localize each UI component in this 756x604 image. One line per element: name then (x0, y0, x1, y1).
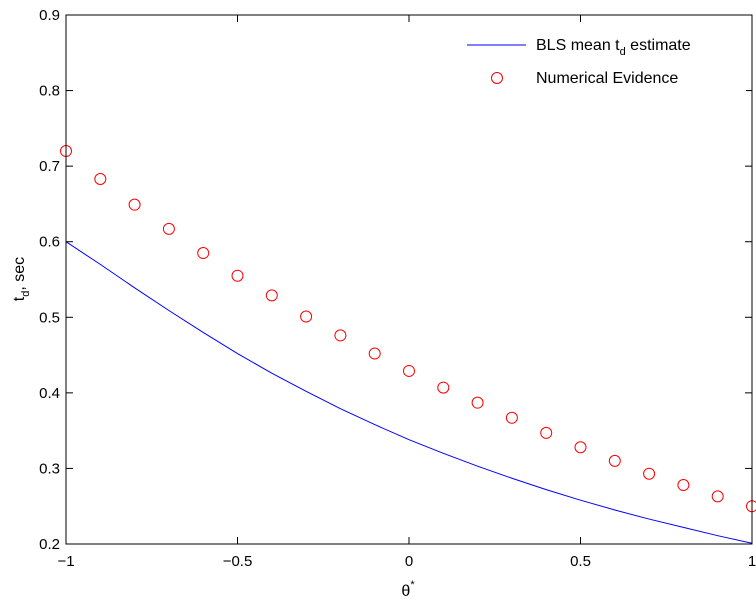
x-tick-label: 1 (748, 553, 756, 570)
data-point-numerical-evidence (334, 329, 347, 342)
legend-marker-swatch (491, 72, 503, 84)
x-tick-label: −1 (57, 553, 74, 570)
data-point-numerical-evidence (608, 454, 621, 467)
y-tick-label: 0.7 (39, 158, 60, 175)
legend-label-numerical: Numerical Evidence (536, 70, 678, 87)
data-point-numerical-evidence (162, 222, 175, 235)
data-point-numerical-evidence (94, 172, 107, 185)
data-point-numerical-evidence (471, 396, 484, 409)
data-point-numerical-evidence (231, 269, 244, 282)
data-point-numerical-evidence (574, 441, 587, 454)
y-axis-label: td, sec (11, 257, 32, 301)
legend: BLS mean td estimate Numerical Evidence (454, 26, 746, 100)
plot-area (60, 145, 756, 544)
y-tick-label: 0.2 (39, 536, 60, 553)
y-tick-label: 0.9 (39, 7, 60, 24)
data-point-numerical-evidence (437, 381, 450, 394)
axes: −1 −0.5 0 0.5 1 0.2 0.3 0.4 0.5 0.6 0.7 0.8 0.9 (39, 7, 756, 570)
data-point-numerical-evidence (746, 500, 756, 513)
data-point-numerical-evidence (368, 347, 381, 360)
y-tick-label: 0.5 (39, 309, 60, 326)
x-axis-label: θ* (401, 579, 415, 600)
data-point-numerical-evidence (540, 426, 553, 439)
data-point-numerical-evidence (677, 479, 690, 492)
legend-box (454, 26, 746, 100)
data-point-numerical-evidence (711, 490, 724, 503)
y-tick-label: 0.8 (39, 83, 60, 100)
y-tick-label: 0.6 (39, 234, 60, 251)
x-tick-label: −0.5 (223, 553, 253, 570)
data-point-numerical-evidence (403, 364, 415, 377)
data-point-numerical-evidence (197, 247, 210, 260)
data-point-numerical-evidence (643, 467, 656, 480)
x-tick-label: 0.5 (570, 553, 591, 570)
legend-label-bls: BLS mean td estimate (536, 37, 691, 58)
y-tick-label: 0.4 (39, 385, 60, 402)
data-point-numerical-evidence (128, 198, 141, 211)
data-point-numerical-evidence (505, 411, 518, 424)
data-point-numerical-evidence (265, 289, 278, 302)
series-line-bls-estimate (65, 241, 753, 544)
axis-labels: td, sec θ* (11, 257, 415, 600)
y-tick-label: 0.3 (39, 460, 60, 477)
x-tick-label: 0 (405, 553, 413, 570)
data-point-numerical-evidence (300, 310, 313, 323)
